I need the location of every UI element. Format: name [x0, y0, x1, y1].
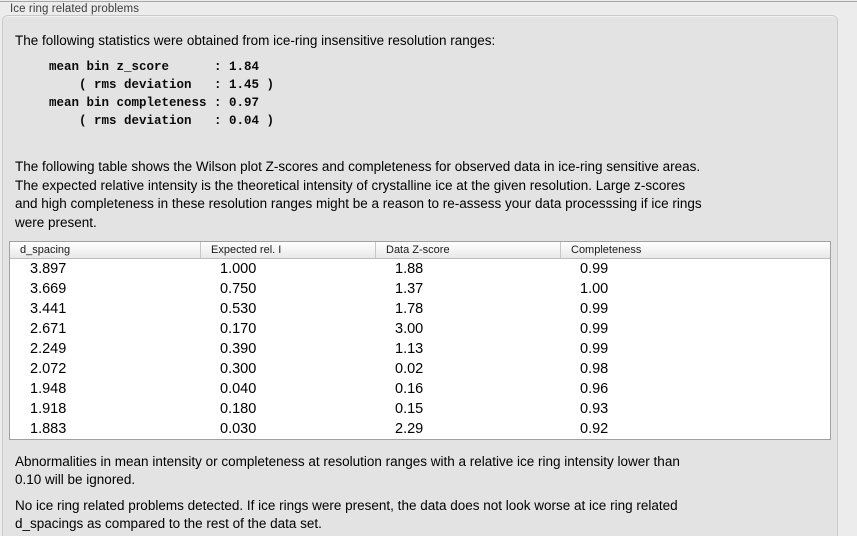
table-cell: 1.918 — [30, 401, 67, 417]
table-row[interactable]: 1.883 0.030 2.29 0.92 — [10, 419, 830, 439]
table-row[interactable]: 1.918 0.180 0.15 0.93 — [10, 399, 830, 419]
table-cell: 1.78 — [395, 301, 424, 317]
table-cell: 0.180 — [220, 401, 257, 417]
table-cell: 0.99 — [580, 341, 609, 357]
ice-ring-table: d_spacing Expected rel. I Data Z-score C… — [9, 241, 831, 440]
column-header-completeness[interactable]: Completeness — [560, 242, 830, 258]
table-cell: 2.671 — [30, 321, 67, 337]
section-box: The following statistics were obtained f… — [2, 15, 838, 536]
table-row[interactable]: 3.441 0.530 1.78 0.99 — [10, 299, 830, 319]
table-cell: 1.883 — [30, 421, 67, 437]
intro-text: The following statistics were obtained f… — [15, 33, 496, 48]
column-header-d-spacing[interactable]: d_spacing — [20, 244, 71, 256]
table-row[interactable]: 1.948 0.040 0.16 0.96 — [10, 379, 830, 399]
table-cell: 0.16 — [395, 381, 424, 397]
table-row[interactable]: 2.072 0.300 0.02 0.98 — [10, 359, 830, 379]
table-cell: 1.948 — [30, 381, 67, 397]
table-cell: 0.92 — [580, 421, 609, 437]
table-cell: 2.249 — [30, 341, 67, 357]
table-cell: 0.15 — [395, 401, 424, 417]
table-cell: 0.99 — [580, 321, 609, 337]
note-ignore-threshold: Abnormalities in mean intensity or compl… — [15, 454, 680, 487]
table-header: d_spacing Expected rel. I Data Z-score C… — [10, 242, 830, 259]
table-cell: 1.37 — [395, 281, 424, 297]
table-cell: 0.170 — [220, 321, 257, 337]
column-header-data-z-score[interactable]: Data Z-score — [375, 242, 560, 258]
table-cell: 3.00 — [395, 321, 424, 337]
table-row[interactable]: 2.249 0.390 1.13 0.99 — [10, 339, 830, 359]
table-cell: 0.530 — [220, 301, 257, 317]
table-row[interactable]: 3.669 0.750 1.37 1.00 — [10, 279, 830, 299]
stats-block: mean bin z_score : 1.84 ( rms deviation … — [49, 60, 275, 128]
table-row[interactable]: 2.671 0.170 3.00 0.99 — [10, 319, 830, 339]
table-cell: 0.390 — [220, 341, 257, 357]
table-cell: 0.93 — [580, 401, 609, 417]
table-cell: 3.441 — [30, 301, 67, 317]
table-cell: 2.072 — [30, 361, 67, 377]
table-cell: 3.897 — [30, 261, 67, 277]
table-cell: 1.88 — [395, 261, 424, 277]
table-cell: 3.669 — [30, 281, 67, 297]
table-cell: 0.030 — [220, 421, 257, 437]
table-cell: 0.99 — [580, 301, 609, 317]
table-description: The following table shows the Wilson plo… — [15, 159, 702, 230]
table-cell: 0.750 — [220, 281, 257, 297]
table-row[interactable]: 3.897 1.000 1.88 0.99 — [10, 259, 830, 279]
panel-top-divider — [0, 1, 857, 2]
table-cell: 0.300 — [220, 361, 257, 377]
table-cell: 0.040 — [220, 381, 257, 397]
table-cell: 1.000 — [220, 261, 257, 277]
note-conclusion: No ice ring related problems detected. I… — [15, 498, 678, 531]
table-body: 3.897 1.000 1.88 0.99 3.669 0.750 1.37 1.00 3.44… — [10, 259, 830, 439]
table-cell: 1.13 — [395, 341, 424, 357]
table-cell: 0.99 — [580, 261, 609, 277]
table-cell: 0.98 — [580, 361, 609, 377]
table-cell: 1.00 — [580, 281, 609, 297]
table-cell: 0.96 — [580, 381, 609, 397]
table-cell: 2.29 — [395, 421, 424, 437]
column-header-expected-rel-i[interactable]: Expected rel. I — [200, 242, 375, 258]
section-title: Ice ring related problems — [10, 3, 140, 15]
table-cell: 0.02 — [395, 361, 424, 377]
